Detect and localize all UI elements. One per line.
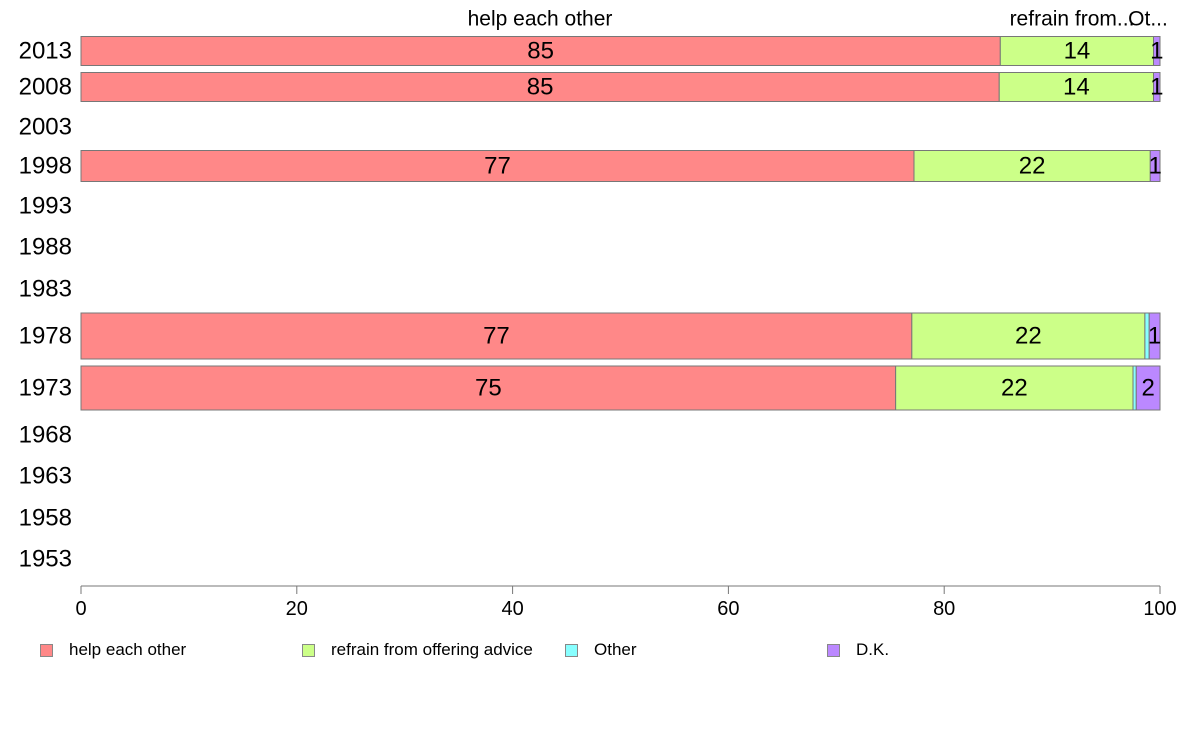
data-label-1973-series-1: 22 — [1001, 375, 1028, 402]
bar-1973-series-1 — [895, 365, 1134, 411]
category-label-1983: 1983 — [19, 276, 72, 303]
bar-1998-series-0 — [80, 150, 915, 182]
category-label-2003: 2003 — [19, 114, 72, 141]
data-label-2013-series-0: 85 — [527, 38, 554, 65]
data-label-2008-series-0: 85 — [527, 74, 554, 101]
top-series-label-0: help each other — [468, 8, 613, 31]
legend-item-refrain: refrain from offering advice — [302, 640, 533, 660]
category-label-1993: 1993 — [19, 193, 72, 220]
x-tick-label-20: 20 — [286, 598, 308, 620]
category-label-1968: 1968 — [19, 422, 72, 449]
bar-1973-series-3 — [1135, 365, 1161, 411]
data-label-1973-series-0: 75 — [475, 375, 502, 402]
bar-2013-series-0 — [80, 36, 1001, 66]
legend-swatch-refrain — [302, 643, 315, 657]
x-tick-label-0: 0 — [75, 598, 86, 620]
category-label-1988: 1988 — [19, 234, 72, 261]
legend-label-dk: D.K. — [856, 640, 890, 659]
legend-label-other: Other — [594, 640, 637, 659]
legend-item-help-each-other: help each other — [40, 640, 186, 660]
stacked-bar-chart: 85 14 185 14 177 22 177 22 175 22 2201320082003199… — [19, 8, 1177, 621]
category-label-1978: 1978 — [19, 323, 72, 350]
legend-swatch-other — [565, 643, 578, 657]
bar-1998-series-3 — [1149, 150, 1161, 182]
data-label-2013-series-1: 14 — [1064, 38, 1091, 65]
x-tick-label-40: 40 — [501, 598, 523, 620]
category-label-2013: 2013 — [19, 38, 72, 65]
bar-2008-series-3 — [1153, 72, 1161, 102]
data-label-1973-series-3: 2 — [1141, 375, 1154, 402]
bar-2013-series-1 — [999, 36, 1155, 66]
legend-item-other: Other — [565, 640, 637, 660]
x-tick-label-80: 80 — [933, 598, 955, 620]
data-label-1998-series-1: 22 — [1019, 153, 1046, 180]
top-series-label-2: Ot... — [1128, 8, 1168, 31]
data-label-2008-series-3: 1 — [1150, 74, 1163, 101]
category-label-1963: 1963 — [19, 463, 72, 490]
data-label-2013-series-3: 1 — [1150, 38, 1163, 65]
category-label-2008: 2008 — [19, 74, 72, 101]
data-label-1978-series-0: 77 — [483, 323, 510, 350]
x-tick-label-100: 100 — [1143, 598, 1176, 620]
category-label-1958: 1958 — [19, 505, 72, 532]
legend-label-refrain: refrain from offering advice — [331, 640, 533, 659]
category-label-1998: 1998 — [19, 153, 72, 180]
category-label-1973: 1973 — [19, 375, 72, 402]
category-label-1953: 1953 — [19, 546, 72, 573]
data-label-1978-series-1: 22 — [1015, 323, 1042, 350]
data-label-2008-series-1: 14 — [1063, 74, 1090, 101]
x-tick-label-60: 60 — [717, 598, 739, 620]
bar-1978-series-3 — [1148, 312, 1161, 360]
data-label-1998-series-0: 77 — [484, 153, 511, 180]
top-series-label-1: refrain from... — [1010, 8, 1135, 31]
legend: help each other refrain from offering ad… — [40, 640, 1160, 664]
bar-2013-series-3 — [1153, 36, 1161, 66]
legend-swatch-help-each-other — [40, 643, 53, 657]
data-label-1998-series-3: 1 — [1148, 153, 1161, 180]
legend-swatch-dk — [827, 643, 840, 657]
legend-item-dk: D.K. — [827, 640, 889, 660]
bar-1998-series-1 — [913, 150, 1151, 182]
bar-1978-series-0 — [80, 312, 913, 360]
bar-1973-series-0 — [80, 365, 897, 411]
data-label-1978-series-3: 1 — [1148, 323, 1161, 350]
legend-label-help-each-other: help each other — [69, 640, 187, 659]
